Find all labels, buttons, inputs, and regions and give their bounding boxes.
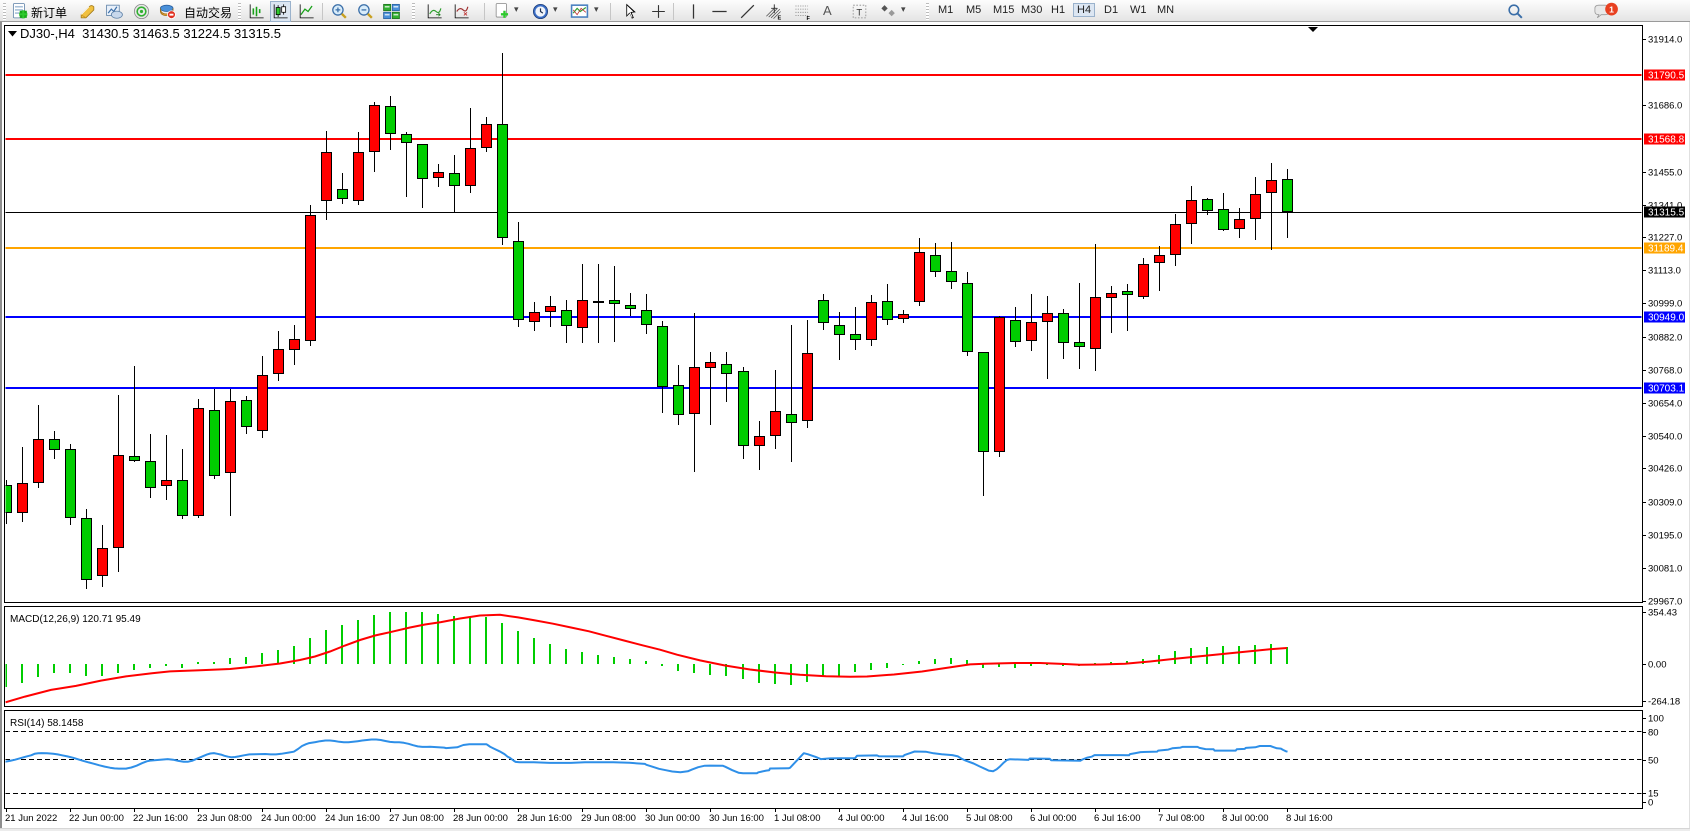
svg-text:31790.5: 31790.5 [1648, 71, 1685, 82]
svg-text:30195.0: 30195.0 [1648, 531, 1682, 542]
svg-text:28 Jun 16:00: 28 Jun 16:00 [517, 813, 572, 824]
svg-text:31914.0: 31914.0 [1648, 35, 1682, 46]
svg-text:80: 80 [1648, 728, 1659, 739]
svg-text:6 Jul 00:00: 6 Jul 00:00 [1030, 813, 1076, 824]
svg-text:31568.8: 31568.8 [1648, 135, 1685, 146]
svg-text:50: 50 [1648, 756, 1659, 767]
svg-text:30999.0: 30999.0 [1648, 299, 1682, 310]
svg-text:E: E [777, 15, 781, 21]
svg-text:27 Jun 08:00: 27 Jun 08:00 [389, 813, 444, 824]
svg-text:30081.0: 30081.0 [1648, 564, 1682, 575]
svg-text:30 Jun 00:00: 30 Jun 00:00 [645, 813, 700, 824]
svg-text:RSI(14) 58.1458: RSI(14) 58.1458 [10, 718, 84, 729]
svg-text:31455.0: 31455.0 [1648, 168, 1682, 179]
svg-text:F: F [806, 16, 810, 21]
svg-text:7 Jul 08:00: 7 Jul 08:00 [1158, 813, 1204, 824]
svg-text:30 Jun 16:00: 30 Jun 16:00 [709, 813, 764, 824]
svg-text:0.00: 0.00 [1648, 660, 1667, 671]
svg-text:30540.0: 30540.0 [1648, 432, 1682, 443]
svg-text:30309.0: 30309.0 [1648, 498, 1682, 509]
svg-text:5 Jul 08:00: 5 Jul 08:00 [966, 813, 1012, 824]
svg-text:30703.1: 30703.1 [1648, 384, 1685, 395]
svg-text:30882.0: 30882.0 [1648, 333, 1682, 344]
svg-text:24 Jun 16:00: 24 Jun 16:00 [325, 813, 380, 824]
svg-text:29967.0: 29967.0 [1648, 597, 1682, 608]
svg-text:22 Jun 00:00: 22 Jun 00:00 [69, 813, 124, 824]
svg-text:30426.0: 30426.0 [1648, 464, 1682, 475]
svg-text:4 Jul 16:00: 4 Jul 16:00 [902, 813, 948, 824]
svg-text:29 Jun 08:00: 29 Jun 08:00 [581, 813, 636, 824]
svg-text:0: 0 [1648, 798, 1653, 809]
svg-text:15: 15 [1648, 789, 1659, 800]
svg-text:31113.0: 31113.0 [1648, 266, 1681, 277]
svg-text:4 Jul 00:00: 4 Jul 00:00 [838, 813, 884, 824]
svg-text:-264.18: -264.18 [1648, 697, 1680, 708]
svg-text:8 Jul 16:00: 8 Jul 16:00 [1286, 813, 1332, 824]
svg-text:354.43: 354.43 [1648, 608, 1677, 619]
svg-text:31315.5: 31315.5 [1648, 208, 1685, 219]
svg-text:31341.0: 31341.0 [1648, 201, 1682, 212]
svg-text:30768.0: 30768.0 [1648, 366, 1682, 377]
svg-text:21 Jun 2022: 21 Jun 2022 [5, 813, 57, 824]
svg-text:6 Jul 16:00: 6 Jul 16:00 [1094, 813, 1140, 824]
svg-text:30654.0: 30654.0 [1648, 399, 1682, 410]
svg-text:MACD(12,26,9) 120.71 95.49: MACD(12,26,9) 120.71 95.49 [10, 614, 141, 625]
svg-text:31227.0: 31227.0 [1648, 233, 1682, 244]
svg-text:DJ30-,H4 31430.5 31463.5 3122: DJ30-,H4 31430.5 31463.5 31224.5 31315.5 [20, 26, 281, 41]
svg-text:T: T [856, 7, 862, 18]
svg-text:24 Jun 00:00: 24 Jun 00:00 [261, 813, 316, 824]
svg-text:1: 1 [1609, 4, 1614, 14]
svg-text:31189.4: 31189.4 [1648, 244, 1684, 255]
svg-text:30949.0: 30949.0 [1648, 313, 1685, 324]
svg-text:1 Jul 08:00: 1 Jul 08:00 [774, 813, 820, 824]
svg-text:28 Jun 00:00: 28 Jun 00:00 [453, 813, 508, 824]
svg-text:100: 100 [1648, 714, 1664, 725]
svg-text:8 Jul 00:00: 8 Jul 00:00 [1222, 813, 1268, 824]
svg-text:23 Jun 08:00: 23 Jun 08:00 [197, 813, 252, 824]
svg-text:31686.0: 31686.0 [1648, 101, 1682, 112]
svg-text:22 Jun 16:00: 22 Jun 16:00 [133, 813, 188, 824]
